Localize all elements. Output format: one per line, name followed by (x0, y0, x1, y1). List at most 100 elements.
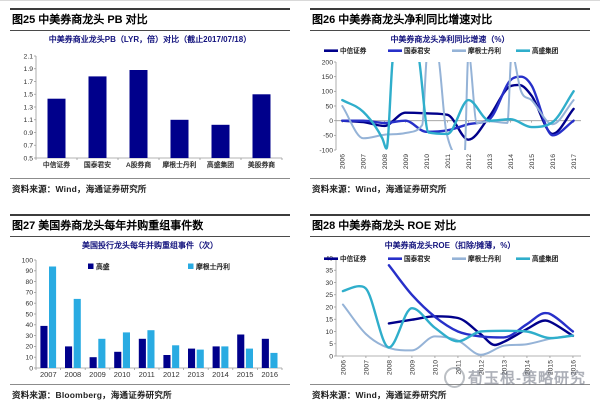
svg-text:国泰君安: 国泰君安 (84, 160, 111, 169)
svg-text:30: 30 (25, 333, 33, 340)
svg-text:1.5: 1.5 (24, 91, 34, 98)
svg-text:2009: 2009 (89, 370, 106, 379)
svg-text:150: 150 (322, 74, 334, 81)
svg-text:1.9: 1.9 (24, 66, 34, 73)
svg-text:2013: 2013 (188, 370, 205, 379)
svg-text:2007: 2007 (40, 370, 57, 379)
svg-text:高盛集团: 高盛集团 (207, 160, 234, 169)
svg-text:2006: 2006 (340, 359, 347, 374)
svg-text:高盛集团: 高盛集团 (532, 254, 559, 263)
svg-text:2013: 2013 (501, 359, 508, 374)
svg-text:50: 50 (25, 311, 33, 318)
svg-text:2010: 2010 (424, 153, 431, 168)
fig28-panel: 图28 中美券商龙头 ROE 对比 中美券商龙头ROE（扣除/摊薄，%） 0 5 10… (300, 207, 600, 413)
fig26-source: 资料来源：Wind，海通证券研究所 (310, 177, 590, 195)
svg-text:国泰君安: 国泰君安 (404, 254, 431, 263)
svg-text:摩根士丹利: 摩根士丹利 (467, 254, 501, 263)
fig25-title: 图25 中美券商龙头 PB 对比 (10, 8, 290, 31)
svg-text:10: 10 (25, 354, 33, 361)
svg-text:0: 0 (329, 353, 333, 360)
fig26-chart-canvas: 中美券商龙头净利同比增速（%） -100 -50 0 50 100 150 200 2006 20… (319, 34, 581, 169)
svg-text:2016: 2016 (570, 359, 577, 374)
svg-text:2015: 2015 (529, 153, 536, 168)
svg-text:2008: 2008 (382, 153, 389, 168)
svg-text:摩根士丹利: 摩根士丹利 (196, 262, 230, 271)
svg-text:15: 15 (325, 316, 333, 323)
fig27-source: 资料来源：Bloomberg，海通证券研究所 (10, 383, 290, 401)
svg-text:40: 40 (25, 322, 33, 329)
svg-text:中美券商龙头ROE（扣除/摊薄，%）: 中美券商龙头ROE（扣除/摊薄，%） (385, 240, 516, 250)
svg-text:10: 10 (325, 328, 333, 335)
svg-text:2011: 2011 (455, 359, 462, 374)
svg-text:1.7: 1.7 (24, 78, 34, 85)
svg-text:30: 30 (325, 279, 333, 286)
svg-text:2011: 2011 (139, 370, 155, 379)
svg-text:2.1: 2.1 (24, 53, 34, 60)
svg-text:中美券商龙头净利同比增速（%）: 中美券商龙头净利同比增速（%） (390, 34, 509, 44)
svg-text:高盛集团: 高盛集团 (532, 46, 559, 55)
svg-text:0.5: 0.5 (24, 155, 34, 162)
fig28-chart-canvas: 中美券商龙头ROE（扣除/摊薄，%）0510152025303540200620… (324, 240, 581, 375)
fig27-chart-canvas: 美国投行龙头每年并购重组事件（次） 0 10 20 30 40 50 60 70 80 90 100 2… (22, 240, 283, 379)
svg-text:2008: 2008 (65, 370, 82, 379)
svg-text:2006: 2006 (340, 153, 347, 168)
svg-text:美股券商: 美股券商 (248, 160, 275, 169)
svg-text:2017: 2017 (571, 153, 578, 168)
svg-text:2015: 2015 (547, 359, 554, 374)
svg-text:2011: 2011 (445, 153, 452, 168)
svg-text:5: 5 (329, 341, 333, 348)
fig25-panel: 图25 中美券商龙头 PB 对比 中美券商业龙头PB（LYR，倍）对比（截止20… (0, 1, 300, 207)
svg-text:2014: 2014 (524, 359, 531, 374)
svg-text:0: 0 (29, 365, 33, 372)
svg-text:2007: 2007 (363, 359, 370, 374)
fig27-panel: 图27 美国券商龙头每年并购重组事件数 美国投行龙头每年并购重组事件（次） 0 10… (0, 207, 300, 413)
svg-text:0: 0 (329, 118, 333, 125)
svg-text:25: 25 (325, 292, 333, 299)
svg-text:中美券商业龙头PB（LYR，倍）对比（截止2017/07/1: 中美券商业龙头PB（LYR，倍）对比（截止2017/07/18） (49, 34, 251, 44)
svg-text:-50: -50 (323, 132, 333, 139)
svg-text:200: 200 (322, 59, 334, 66)
svg-text:2016: 2016 (261, 370, 278, 379)
svg-text:35: 35 (325, 267, 333, 274)
svg-text:100: 100 (22, 257, 34, 264)
svg-text:1.3: 1.3 (24, 104, 34, 111)
svg-text:中信证券: 中信证券 (340, 46, 367, 55)
svg-text:中信证券: 中信证券 (340, 254, 367, 263)
svg-text:中信证券: 中信证券 (43, 160, 70, 169)
fig28-title: 图28 中美券商龙头 ROE 对比 (310, 214, 590, 237)
svg-text:2010: 2010 (114, 370, 131, 379)
svg-text:2012: 2012 (466, 153, 473, 168)
fig25-source: 资料来源：Wind，海通证券研究所 (10, 177, 290, 195)
fig28-source: 资料来源：Wind，海通证券研究所 (310, 383, 590, 401)
svg-text:2012: 2012 (478, 359, 485, 374)
svg-text:2014: 2014 (508, 153, 515, 168)
svg-text:20: 20 (325, 304, 333, 311)
svg-text:90: 90 (25, 268, 33, 275)
svg-text:60: 60 (25, 300, 33, 307)
svg-text:摩根士丹利: 摩根士丹利 (163, 160, 197, 169)
svg-text:A股券商: A股券商 (126, 160, 152, 169)
svg-text:-100: -100 (319, 147, 333, 154)
svg-text:国泰君安: 国泰君安 (404, 46, 431, 55)
svg-text:2013: 2013 (487, 153, 494, 168)
svg-text:摩根士丹利: 摩根士丹利 (467, 46, 501, 55)
svg-text:2014: 2014 (212, 370, 229, 379)
svg-text:2007: 2007 (361, 153, 368, 168)
svg-text:0.9: 0.9 (24, 129, 34, 136)
svg-text:2016: 2016 (550, 153, 557, 168)
fig25-chart-canvas: 中美券商业龙头PB（LYR，倍）对比（截止2017/07/18） 0.5 0.7 0.… (24, 34, 283, 169)
svg-text:2008: 2008 (386, 359, 393, 374)
svg-text:2010: 2010 (432, 359, 439, 374)
svg-text:0.7: 0.7 (24, 142, 34, 149)
svg-text:1.1: 1.1 (24, 117, 34, 124)
svg-text:2012: 2012 (163, 370, 180, 379)
svg-text:2015: 2015 (237, 370, 254, 379)
svg-text:2009: 2009 (403, 153, 410, 168)
svg-text:70: 70 (25, 289, 33, 296)
svg-text:20: 20 (25, 343, 33, 350)
svg-text:100: 100 (322, 88, 334, 95)
svg-text:2009: 2009 (409, 359, 416, 374)
fig27-title: 图27 美国券商龙头每年并购重组事件数 (10, 214, 290, 237)
svg-text:高盛: 高盛 (96, 262, 110, 271)
